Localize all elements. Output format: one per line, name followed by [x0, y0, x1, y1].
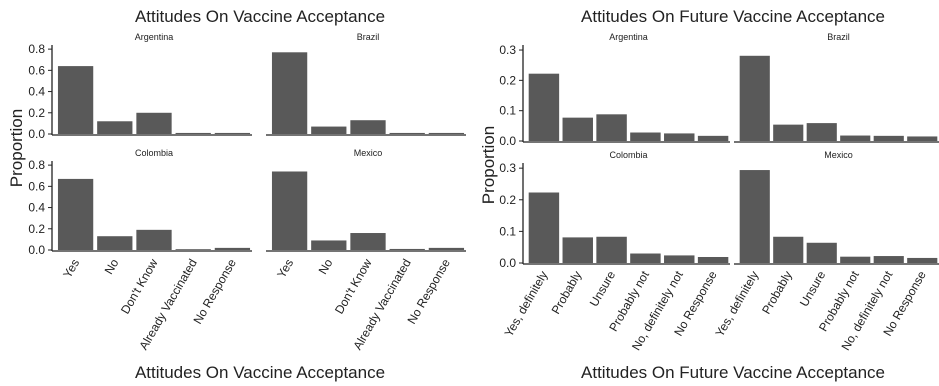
- chart-1: Attitudes On Vaccine Acceptance Attitudes…: [7, 7, 466, 382]
- bar: [214, 132, 251, 134]
- panel-title: Brazil: [357, 32, 380, 42]
- facet-argentina: Argentina 0.0 0.2 0.4 0.6 0.8: [28, 32, 252, 141]
- y-tick-label: 0.0: [28, 243, 45, 257]
- bar: [664, 255, 695, 263]
- bar: [528, 192, 560, 263]
- bar: [428, 247, 465, 250]
- chart-title: Attitudes On Vaccine Acceptance: [135, 7, 385, 26]
- y-tick-label: 0.6: [28, 63, 45, 77]
- y-tick-label: 0.4: [28, 85, 45, 99]
- y-tick-label: 0.4: [28, 201, 45, 215]
- x-tick-label: Don't Know: [118, 256, 161, 316]
- y-axis-title: Proportion: [7, 109, 26, 187]
- bar: [697, 256, 729, 263]
- bar: [271, 52, 308, 134]
- panel-title: Mexico: [824, 150, 853, 160]
- x-tick-label: No: [102, 256, 122, 277]
- bar: [773, 124, 804, 141]
- x-tick-label: Yes, definitely: [712, 269, 761, 340]
- bar: [57, 178, 94, 250]
- bar: [562, 237, 593, 263]
- y-tick-label: 0.3: [499, 161, 516, 175]
- bar: [428, 132, 465, 134]
- bar: [214, 247, 251, 250]
- bar: [773, 236, 804, 263]
- panel-title: Mexico: [354, 148, 383, 158]
- x-tick-label: Probably: [549, 269, 585, 317]
- bar: [664, 133, 695, 141]
- panel-title: Colombia: [609, 150, 647, 160]
- x-tick-label: Yes, definitely: [502, 269, 551, 340]
- bar: [562, 117, 593, 141]
- panel-title: Brazil: [827, 32, 850, 42]
- y-tick-label: 0.2: [499, 73, 516, 87]
- facet-brazil: Brazil: [266, 32, 466, 136]
- x-axis-title: Attitudes On Future Vaccine Acceptance: [581, 363, 885, 382]
- x-tick-label: Yes: [60, 257, 82, 281]
- bar: [806, 242, 837, 263]
- x-tick-label: Unsure: [797, 268, 829, 309]
- y-tick-label: 0.1: [499, 224, 516, 238]
- y-tick-label: 0.0: [499, 134, 516, 148]
- bar: [873, 256, 904, 263]
- bar: [596, 114, 627, 141]
- bar: [350, 233, 386, 250]
- bar: [739, 55, 770, 141]
- y-tick-label: 0.1: [499, 104, 516, 118]
- bar: [97, 121, 133, 134]
- bar: [311, 126, 347, 134]
- bar: [175, 132, 211, 134]
- bar: [596, 236, 627, 263]
- bar: [57, 66, 94, 134]
- bar: [873, 135, 904, 141]
- bar: [528, 73, 560, 141]
- bar: [175, 249, 211, 250]
- bar: [389, 248, 425, 250]
- y-tick-label: 0.8: [28, 158, 45, 172]
- panel-title: Argentina: [135, 32, 174, 42]
- y-tick-label: 0.2: [499, 193, 516, 207]
- bar: [136, 229, 172, 250]
- bar: [907, 136, 938, 141]
- x-tick-label: No: [316, 256, 336, 277]
- bar: [311, 240, 347, 250]
- y-tick-label: 0.6: [28, 179, 45, 193]
- y-tick-label: 0.2: [28, 106, 45, 120]
- bar: [630, 253, 661, 263]
- facet-colombia: Colombia 0.0 0.1 0.2 0.3 Yes, definitelyProba…: [499, 150, 730, 353]
- facet-brazil: Brazil: [734, 32, 939, 143]
- y-tick-label: 0.3: [499, 43, 516, 57]
- x-tick-label: Unsure: [587, 268, 619, 309]
- bar: [840, 256, 871, 263]
- bar: [697, 135, 729, 141]
- y-tick-label: 0.0: [28, 127, 45, 141]
- bar: [630, 132, 661, 141]
- x-tick-label: Yes: [274, 257, 296, 281]
- y-tick-label: 0.8: [28, 42, 45, 56]
- y-tick-label: 0.0: [499, 256, 516, 270]
- chart-title: Attitudes On Future Vaccine Acceptance: [581, 7, 885, 26]
- chart-2: Attitudes On Future Vaccine Acceptance At…: [479, 7, 939, 382]
- y-tick-label: 0.2: [28, 222, 45, 236]
- x-tick-label: Probably: [759, 269, 795, 317]
- x-tick-label: Don't Know: [332, 256, 375, 316]
- bar: [136, 112, 172, 134]
- panel-title: Argentina: [609, 32, 648, 42]
- bar: [806, 123, 837, 141]
- bar: [389, 132, 425, 134]
- bar: [907, 257, 938, 263]
- bar: [97, 236, 133, 250]
- panel-title: Colombia: [135, 148, 173, 158]
- bar: [840, 135, 871, 141]
- y-axis-title: Proportion: [479, 126, 498, 204]
- bar: [350, 120, 386, 134]
- bar: [739, 170, 770, 263]
- x-axis-title: Attitudes On Vaccine Acceptance: [135, 363, 385, 382]
- facet-argentina: Argentina 0.0 0.1 0.2 0.3: [499, 32, 730, 148]
- bar: [271, 171, 308, 250]
